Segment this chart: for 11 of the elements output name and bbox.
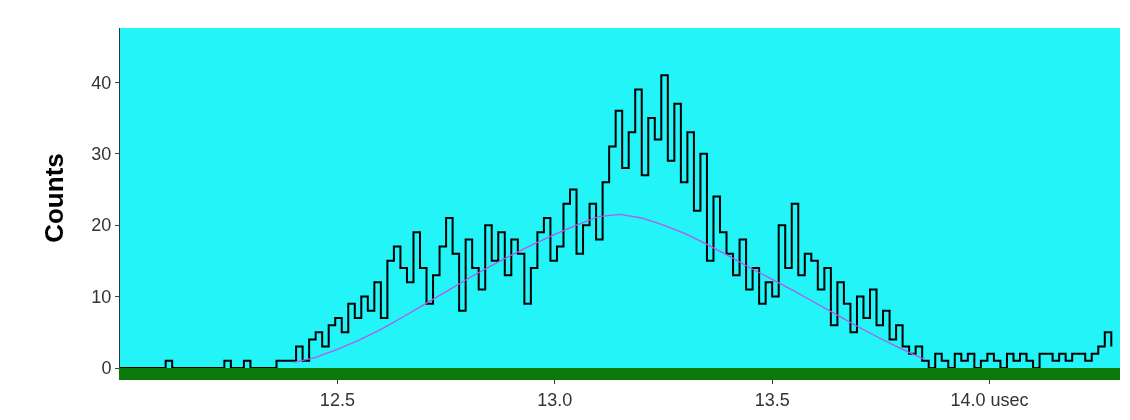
x-tick-label: 13.0 xyxy=(537,389,573,410)
y-tick-label: 30 xyxy=(91,144,112,165)
line-series xyxy=(293,213,925,363)
y-tick-label: 20 xyxy=(91,215,112,236)
y-axis-title: Counts xyxy=(38,153,69,243)
x-tick-label: 13.5 xyxy=(754,389,790,410)
y-tick-label: 10 xyxy=(91,286,112,307)
y-tick-label: 0 xyxy=(101,358,112,379)
y-tick-label: 40 xyxy=(91,72,112,93)
x-tick-label: 12.5 xyxy=(319,389,355,410)
x-tick-label: 14.0 usec xyxy=(950,389,1029,410)
